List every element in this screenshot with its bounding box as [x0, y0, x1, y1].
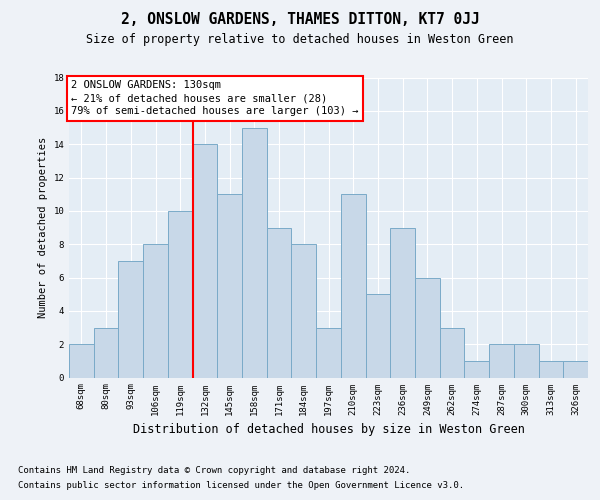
Bar	[464, 361, 489, 378]
Bar	[143, 244, 168, 378]
Text: Contains public sector information licensed under the Open Government Licence v3: Contains public sector information licen…	[18, 481, 464, 490]
Bar	[514, 344, 539, 378]
Bar	[365, 294, 390, 378]
Bar	[193, 144, 217, 378]
Bar	[489, 344, 514, 378]
Bar	[539, 361, 563, 378]
Y-axis label: Number of detached properties: Number of detached properties	[38, 137, 48, 318]
Bar	[563, 361, 588, 378]
Text: Contains HM Land Registry data © Crown copyright and database right 2024.: Contains HM Land Registry data © Crown c…	[18, 466, 410, 475]
Text: 2 ONSLOW GARDENS: 130sqm
← 21% of detached houses are smaller (28)
79% of semi-d: 2 ONSLOW GARDENS: 130sqm ← 21% of detach…	[71, 80, 358, 116]
Bar	[292, 244, 316, 378]
Bar	[69, 344, 94, 378]
Bar	[242, 128, 267, 378]
Text: 2, ONSLOW GARDENS, THAMES DITTON, KT7 0JJ: 2, ONSLOW GARDENS, THAMES DITTON, KT7 0J…	[121, 12, 479, 28]
Bar	[118, 261, 143, 378]
Bar	[168, 211, 193, 378]
Bar	[390, 228, 415, 378]
Text: Size of property relative to detached houses in Weston Green: Size of property relative to detached ho…	[86, 32, 514, 46]
Bar	[94, 328, 118, 378]
Bar	[415, 278, 440, 378]
Text: Distribution of detached houses by size in Weston Green: Distribution of detached houses by size …	[133, 422, 525, 436]
Bar	[316, 328, 341, 378]
Bar	[217, 194, 242, 378]
Bar	[267, 228, 292, 378]
Bar	[440, 328, 464, 378]
Bar	[341, 194, 365, 378]
